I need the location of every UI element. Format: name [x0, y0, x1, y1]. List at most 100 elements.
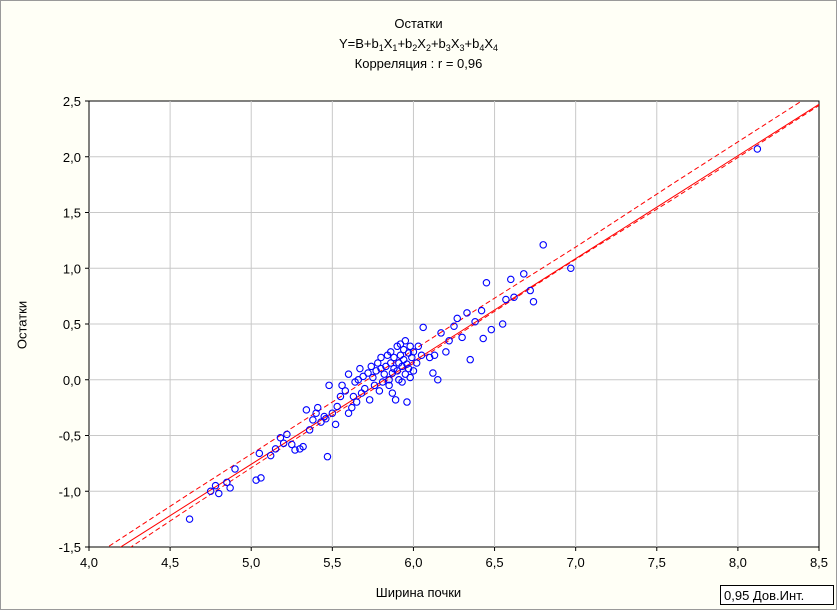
- data-point: [377, 364, 385, 373]
- x-tick-label: 8,5: [810, 555, 828, 570]
- data-point: [283, 430, 291, 439]
- data-point: [231, 465, 239, 473]
- data-point: [425, 353, 434, 362]
- chart-titles: Остатки Y=B+b1X1+b2X2+b3X3+b4X4 Корреляц…: [0, 14, 837, 74]
- data-point: [567, 264, 575, 272]
- data-point: [367, 362, 376, 371]
- y-tick-label: 0,5: [63, 317, 81, 332]
- data-point: [419, 323, 427, 332]
- grid-lines: [89, 101, 819, 547]
- data-point: [349, 392, 358, 401]
- data-point: [291, 446, 299, 454]
- data-point: [266, 451, 275, 460]
- data-point: [385, 381, 393, 390]
- data-point: [398, 378, 406, 386]
- data-point: [215, 489, 223, 498]
- data-point: [385, 375, 393, 384]
- data-point: [482, 278, 491, 287]
- data-point: [429, 369, 437, 377]
- data-point: [369, 373, 377, 382]
- x-tick-labels: 4,0 4,5 5,0 5,5 6,0 6,5 7,0 7,5 8,0 8,5: [80, 547, 828, 570]
- data-point: [510, 293, 518, 301]
- data-point: [529, 297, 538, 306]
- data-point: [520, 270, 528, 278]
- data-point: [185, 515, 194, 523]
- data-point: [348, 403, 356, 412]
- data-point: [252, 476, 260, 484]
- data-point: [386, 348, 395, 356]
- correlation-label: Корреляция : r = 0,96: [354, 56, 483, 71]
- data-point: [453, 314, 461, 323]
- data-point: [403, 398, 411, 406]
- data-point: [336, 392, 345, 401]
- data-point: [466, 355, 474, 364]
- data-point: [299, 442, 307, 451]
- data-point: [398, 362, 406, 371]
- data-point: [372, 367, 380, 375]
- data-point: [388, 369, 397, 377]
- data-point: [406, 373, 414, 382]
- data-point: [477, 306, 486, 315]
- data-point: [414, 342, 423, 351]
- data-point: [279, 439, 288, 448]
- data-point: [437, 329, 445, 337]
- data-point: [442, 348, 450, 356]
- data-point: [393, 367, 401, 375]
- data-point: [361, 384, 369, 393]
- data-point: [450, 322, 458, 330]
- data-point: [255, 449, 264, 458]
- data-point: [333, 402, 341, 411]
- data-point: [223, 478, 231, 487]
- data-point: [390, 353, 398, 362]
- data-point: [331, 420, 340, 429]
- x-tick-label: 7,0: [567, 555, 585, 570]
- y-tick-label: 2,0: [63, 150, 81, 165]
- data-point: [412, 359, 421, 367]
- data-point: [434, 375, 442, 384]
- regression-line: [119, 103, 819, 547]
- data-point: [288, 440, 296, 449]
- data-point: [404, 364, 413, 373]
- data-point: [463, 309, 471, 317]
- data-point: [386, 359, 395, 367]
- data-point: [364, 369, 372, 377]
- data-point: [377, 353, 385, 362]
- data-point: [409, 367, 418, 375]
- data-point: [479, 334, 487, 343]
- data-point: [352, 398, 361, 406]
- data-point: [323, 452, 332, 461]
- y-tick-label: 1,5: [63, 206, 81, 221]
- data-point: [391, 396, 400, 404]
- data-point: [271, 445, 280, 453]
- data-point: [375, 387, 384, 395]
- x-tick-label: 7,5: [648, 555, 666, 570]
- chart-subtitle: Y=B+b1X1+b2X2+b3X3+b4X4: [338, 36, 499, 53]
- data-point: [309, 416, 317, 424]
- data-points: [185, 145, 762, 523]
- data-point: [313, 403, 322, 412]
- y-tick-label: 1,0: [63, 261, 81, 276]
- x-tick-label: 5,5: [323, 555, 341, 570]
- data-point: [338, 381, 346, 390]
- data-point: [502, 295, 510, 304]
- data-point: [378, 378, 387, 386]
- data-point: [409, 348, 418, 356]
- data-point: [487, 325, 496, 334]
- data-point: [365, 396, 374, 404]
- data-point: [403, 360, 411, 368]
- x-tick-label: 5,0: [242, 555, 260, 570]
- data-point: [322, 415, 330, 423]
- data-point: [388, 389, 397, 397]
- data-point: [226, 484, 234, 492]
- data-point: [302, 406, 311, 414]
- data-point: [325, 381, 333, 390]
- data-point: [374, 359, 382, 367]
- data-point: [430, 351, 439, 359]
- confidence-upper-line: [106, 101, 803, 547]
- legend-confidence-interval: 0,95 Дов.Инт.: [720, 585, 834, 605]
- data-point: [498, 320, 507, 328]
- data-point: [276, 433, 285, 442]
- data-point: [206, 487, 215, 495]
- data-point: [344, 409, 353, 417]
- data-point: [380, 370, 388, 378]
